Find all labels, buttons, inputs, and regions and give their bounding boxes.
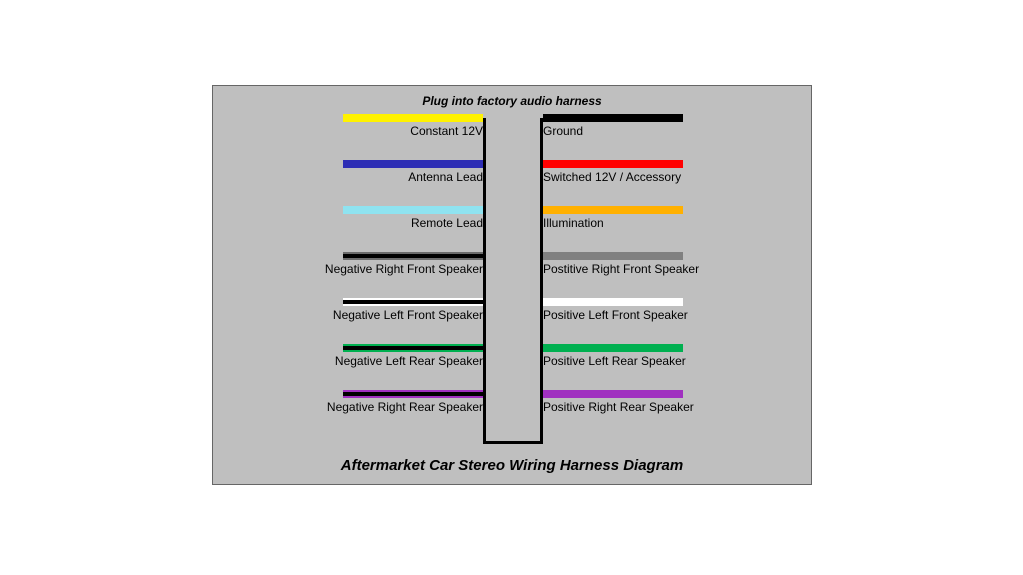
right-wire-row: Illumination bbox=[513, 206, 813, 246]
right-wire bbox=[543, 298, 683, 306]
right-wire-row: Positive Left Rear Speaker bbox=[513, 344, 813, 384]
right-wire-label: Illumination bbox=[543, 216, 604, 230]
left-wire bbox=[343, 252, 483, 260]
left-wire-label: Antenna Lead bbox=[408, 170, 483, 184]
wire-stripe bbox=[343, 254, 483, 258]
wire-stripe bbox=[343, 392, 483, 396]
wire-stripe bbox=[343, 346, 483, 350]
right-wire-row: Positive Left Front Speaker bbox=[513, 298, 813, 338]
left-wire-row: Negative Right Front Speaker bbox=[213, 252, 513, 292]
left-wire bbox=[343, 160, 483, 168]
diagram-header: Plug into factory audio harness bbox=[213, 94, 811, 108]
right-wire bbox=[543, 390, 683, 398]
right-wire-label: Postitive Right Front Speaker bbox=[543, 262, 699, 276]
right-wire bbox=[543, 160, 683, 168]
left-wire-label: Negative Left Front Speaker bbox=[333, 308, 483, 322]
right-wire-row: Positive Right Rear Speaker bbox=[513, 390, 813, 430]
diagram-footer: Aftermarket Car Stereo Wiring Harness Di… bbox=[213, 457, 811, 474]
left-wire bbox=[343, 344, 483, 352]
right-wire bbox=[543, 206, 683, 214]
wire-stripe bbox=[343, 300, 483, 304]
left-wire bbox=[343, 114, 483, 122]
left-wire-label: Negative Right Rear Speaker bbox=[327, 400, 483, 414]
left-wire-row: Negative Left Rear Speaker bbox=[213, 344, 513, 384]
right-wire-row: Postitive Right Front Speaker bbox=[513, 252, 813, 292]
left-wire-row: Negative Left Front Speaker bbox=[213, 298, 513, 338]
left-wire bbox=[343, 390, 483, 398]
left-wire-label: Constant 12V bbox=[410, 124, 483, 138]
left-wire-label: Negative Right Front Speaker bbox=[325, 262, 483, 276]
right-wire-row: Switched 12V / Accessory bbox=[513, 160, 813, 200]
right-wire-label: Switched 12V / Accessory bbox=[543, 170, 681, 184]
left-wire bbox=[343, 298, 483, 306]
right-wire bbox=[543, 114, 683, 122]
right-wire-label: Positive Left Rear Speaker bbox=[543, 354, 686, 368]
right-wire-label: Positive Left Front Speaker bbox=[543, 308, 688, 322]
right-wire bbox=[543, 252, 683, 260]
right-wire-row: Ground bbox=[513, 114, 813, 154]
right-wire-label: Ground bbox=[543, 124, 583, 138]
left-wire-label: Remote Lead bbox=[411, 216, 483, 230]
left-wire-label: Negative Left Rear Speaker bbox=[335, 354, 483, 368]
diagram-panel: Plug into factory audio harness Constant… bbox=[212, 85, 812, 485]
left-wire-row: Constant 12V bbox=[213, 114, 513, 154]
left-wire-row: Antenna Lead bbox=[213, 160, 513, 200]
right-wire bbox=[543, 344, 683, 352]
left-wire-row: Remote Lead bbox=[213, 206, 513, 246]
left-wire bbox=[343, 206, 483, 214]
right-wire-label: Positive Right Rear Speaker bbox=[543, 400, 694, 414]
left-wire-row: Negative Right Rear Speaker bbox=[213, 390, 513, 430]
